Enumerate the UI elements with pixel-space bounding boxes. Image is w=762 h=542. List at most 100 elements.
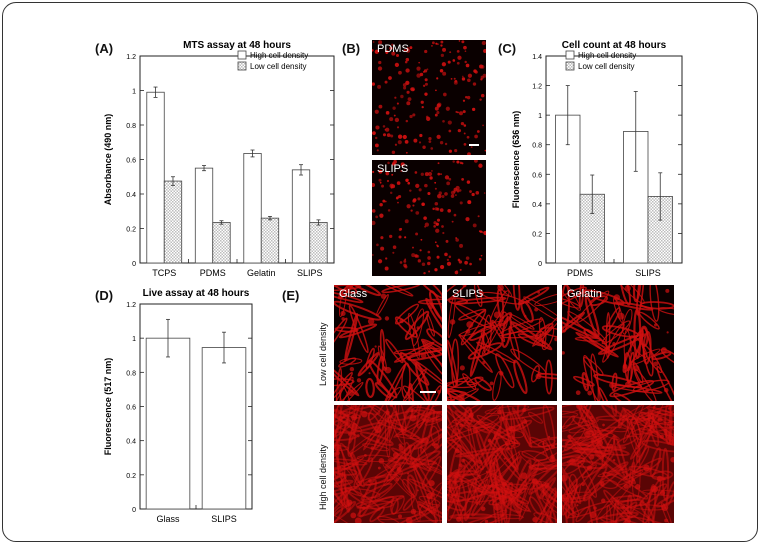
cell-shape (428, 385, 442, 401)
cell-shape (562, 433, 609, 456)
cell-shape (590, 353, 599, 401)
cell-dot (424, 92, 428, 96)
micrograph-e-gelatin-high-image (562, 405, 674, 523)
cell-shape (613, 285, 645, 305)
cell-dot (421, 105, 424, 109)
cell-dot (414, 254, 418, 258)
cell-dot (428, 140, 432, 143)
cell-shape (642, 489, 674, 497)
micrograph-e-slips-high-image (447, 405, 557, 523)
cell-body (349, 367, 355, 372)
cell-dot (405, 57, 410, 62)
cell-body (489, 381, 494, 386)
cell-dot (407, 181, 411, 185)
cell-dot (416, 73, 421, 78)
cell-dot (428, 136, 432, 141)
cell-dot (422, 145, 426, 149)
cell-dot (421, 262, 426, 266)
cell-dot (456, 61, 460, 65)
cell-shape (490, 460, 498, 499)
cell-dot (436, 218, 441, 222)
cell-dot (374, 143, 379, 148)
legend-label: High cell density (250, 51, 308, 60)
cell-shape (454, 447, 503, 458)
cell-dot (407, 97, 412, 102)
cell-shape (447, 375, 460, 401)
cell-dot (404, 236, 407, 239)
cell-shape (573, 375, 595, 387)
cell-dot (481, 40, 486, 46)
cell-dot (397, 201, 399, 204)
cell-dot (403, 49, 406, 52)
cell-dot (436, 255, 440, 259)
cell-body (472, 427, 478, 434)
cell-shape (536, 480, 545, 500)
micrograph-e-glass-low-image (334, 285, 442, 401)
cell-body (350, 512, 357, 519)
micrograph-b-pdms: PDMS (372, 40, 486, 155)
cell-dot (424, 82, 428, 86)
cell-shape (385, 338, 404, 364)
cell-dot (437, 162, 440, 165)
cell-dot (392, 161, 396, 166)
cell-dot (479, 64, 484, 69)
y-tick-label: 0.2 (126, 227, 136, 234)
cell-body (593, 506, 597, 510)
cell-shape (447, 405, 461, 439)
cell-shape (649, 285, 660, 322)
cell-dot (389, 117, 394, 122)
chart-live-assay: Live assay at 48 hours Fluorescence (517 … (103, 288, 253, 524)
cell-shape (622, 308, 633, 335)
cell-dot (372, 209, 376, 213)
cell-dot (380, 246, 385, 251)
cell-shape (413, 427, 442, 450)
bar (260, 217, 280, 264)
cell-dot (372, 82, 376, 86)
y-tick-label: 0.6 (532, 172, 542, 179)
cell-body (661, 347, 667, 354)
panel-label-c: (C) (498, 41, 517, 56)
cell-body (465, 514, 470, 519)
cell-dot (465, 63, 470, 68)
y-tick-label: 0.6 (126, 158, 136, 165)
cell-shape (421, 455, 442, 489)
cell-shape (334, 506, 344, 523)
cell-body (477, 459, 483, 464)
cell-body (659, 434, 664, 439)
micrograph-e-slips-label: SLIPS (452, 288, 484, 300)
micrograph-b-pdms-image (372, 40, 486, 155)
cell-dot (439, 208, 444, 212)
cell-shape (646, 406, 674, 417)
cell-dot (446, 181, 451, 186)
cell-dot (378, 104, 383, 109)
cell-dot (414, 171, 418, 174)
cell-body (459, 365, 465, 371)
cell-dot (448, 149, 452, 153)
cell-shape (562, 454, 581, 467)
cell-body (653, 361, 659, 367)
cell-dot (482, 124, 484, 127)
micrograph-e-gelatin-low-image (562, 285, 674, 401)
cell-dot (471, 192, 475, 197)
cell-dot (454, 79, 458, 83)
cell-dot (450, 194, 455, 198)
cell-dot (463, 124, 467, 127)
cell-shape (455, 296, 507, 305)
cell-dot (389, 234, 393, 239)
cell-body (542, 451, 545, 454)
cell-dot (393, 114, 396, 117)
cell-body (395, 477, 400, 482)
micrograph-e-glass-low: Glass (334, 285, 442, 401)
cell-shape (377, 515, 401, 523)
cell-dot (437, 172, 441, 176)
cell-body (374, 345, 377, 348)
cell-dot (442, 119, 445, 123)
cell-shape (606, 504, 612, 523)
cell-body (520, 472, 528, 479)
cell-body (632, 478, 636, 482)
cell-dot (434, 113, 438, 117)
bar (243, 153, 262, 264)
cell-dot (409, 46, 413, 50)
cell-shape (385, 409, 426, 422)
cell-dot (385, 111, 390, 115)
